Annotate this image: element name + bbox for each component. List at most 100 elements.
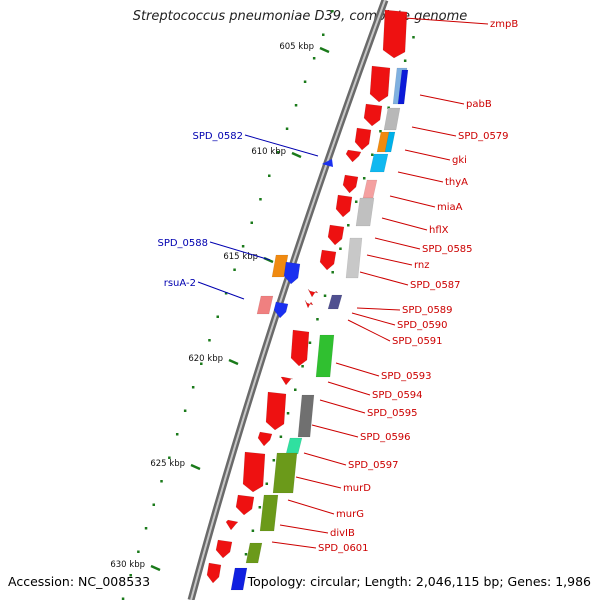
reverse-gene-arrow[interactable] xyxy=(283,261,301,285)
gene-leader-line xyxy=(197,281,245,300)
forward-gene-arrow[interactable] xyxy=(342,174,359,194)
gene-label[interactable]: murD xyxy=(343,483,371,494)
gene-label[interactable]: SPD_0589 xyxy=(402,305,453,316)
forward-gene-arrow[interactable] xyxy=(265,391,287,431)
minor-tick xyxy=(303,80,307,83)
forward-gene-arrow[interactable] xyxy=(215,539,233,559)
gene-label[interactable]: SPD_0587 xyxy=(410,280,461,291)
gene-label[interactable]: SPD_0585 xyxy=(422,244,473,255)
major-tick xyxy=(319,46,330,54)
forward-gene-arrow[interactable] xyxy=(206,562,222,584)
gene-label[interactable]: pabB xyxy=(466,99,492,110)
forward-gene-arrow[interactable] xyxy=(225,519,239,531)
cog-category-box[interactable] xyxy=(315,334,335,378)
cog-category-box[interactable] xyxy=(355,197,375,227)
gene-label[interactable]: SPD_0596 xyxy=(360,432,411,443)
cog-category-box[interactable] xyxy=(327,294,343,310)
forward-gene-arrow[interactable] xyxy=(290,329,310,367)
cog-category-box[interactable] xyxy=(285,437,303,455)
gene-label[interactable]: SPD_0595 xyxy=(367,408,418,419)
gene-label[interactable]: SPD_0597 xyxy=(348,460,399,471)
cog-category-box[interactable] xyxy=(345,237,363,279)
minor-tick xyxy=(286,412,290,415)
forward-gene-arrow[interactable] xyxy=(335,194,353,218)
gene-leader-line xyxy=(389,195,436,208)
cog-category-box[interactable] xyxy=(384,131,396,153)
forward-gene-arrow[interactable] xyxy=(304,299,314,309)
minor-tick xyxy=(371,153,374,156)
tick-label: 610 kbp xyxy=(251,147,286,157)
gene-leader-line xyxy=(374,237,421,250)
cog-category-box[interactable] xyxy=(362,179,378,199)
forward-gene-arrow[interactable] xyxy=(354,127,372,151)
minor-tick xyxy=(279,435,283,438)
cog-category-box[interactable] xyxy=(259,494,279,532)
gene-label[interactable]: divIB xyxy=(330,528,355,539)
gene-label[interactable]: SPD_0588 xyxy=(157,238,208,249)
cog-category-box[interactable] xyxy=(397,69,409,105)
gene-label[interactable]: miaA xyxy=(437,202,463,213)
reverse-gene-arrow[interactable] xyxy=(322,159,333,167)
cog-category-box[interactable] xyxy=(297,394,315,438)
minor-tick xyxy=(152,503,156,506)
minor-tick xyxy=(200,362,203,365)
gene-leader-line xyxy=(404,149,451,161)
minor-tick xyxy=(265,482,269,485)
forward-gene-arrow[interactable] xyxy=(369,65,391,103)
cog-category-box[interactable] xyxy=(383,107,401,131)
forward-gene-arrow[interactable] xyxy=(235,494,255,516)
minor-tick xyxy=(160,480,163,483)
minor-tick xyxy=(224,292,228,295)
gene-leader-line xyxy=(335,362,380,377)
minor-tick xyxy=(272,459,276,462)
forward-gene-arrow[interactable] xyxy=(257,431,273,447)
forward-gene-arrow[interactable] xyxy=(327,224,345,246)
gene-label[interactable]: thyA xyxy=(445,177,468,188)
forward-gene-arrow[interactable] xyxy=(345,149,362,163)
forward-gene-arrow[interactable] xyxy=(319,249,337,271)
minor-tick xyxy=(379,130,382,133)
cog-category-box[interactable] xyxy=(369,153,389,173)
gene-label[interactable]: gki xyxy=(452,155,467,166)
reverse-gene-box[interactable] xyxy=(271,254,289,278)
gene-label[interactable]: hflX xyxy=(429,225,449,236)
genome-summary-text: Topology: circular; Length: 2,046,115 bp… xyxy=(247,574,591,589)
forward-gene-arrow[interactable] xyxy=(307,288,319,298)
minor-tick xyxy=(129,574,132,577)
major-tick xyxy=(190,463,201,471)
cog-category-box[interactable] xyxy=(245,542,263,564)
minor-tick xyxy=(316,318,319,321)
minor-tick xyxy=(362,177,366,180)
forward-gene-arrow[interactable] xyxy=(382,9,408,59)
major-tick xyxy=(150,564,161,572)
gene-label[interactable]: murG xyxy=(336,509,364,520)
gene-leader-line xyxy=(303,452,347,466)
gene-leader-line xyxy=(356,307,401,311)
gene-label[interactable]: SPD_0582 xyxy=(192,131,243,142)
cog-category-box[interactable] xyxy=(272,452,298,494)
minor-tick xyxy=(183,409,187,412)
gene-label[interactable]: rnz xyxy=(414,260,430,271)
minor-tick xyxy=(339,247,342,250)
reverse-gene-arrow[interactable] xyxy=(273,301,289,319)
forward-gene-arrow[interactable] xyxy=(363,103,383,127)
reverse-gene-box[interactable] xyxy=(256,295,274,315)
minor-tick xyxy=(403,59,407,62)
minor-tick xyxy=(258,506,262,509)
minor-tick xyxy=(308,341,312,344)
gene-label[interactable]: SPD_0601 xyxy=(318,543,369,554)
cog-category-box[interactable] xyxy=(230,567,248,591)
gene-label[interactable]: SPD_0591 xyxy=(392,336,443,347)
gene-label[interactable]: SPD_0579 xyxy=(458,131,509,142)
forward-gene-arrow[interactable] xyxy=(280,376,294,386)
minor-tick xyxy=(331,271,334,274)
minor-tick xyxy=(233,268,236,271)
forward-gene-arrow[interactable] xyxy=(242,451,266,493)
gene-label[interactable]: SPD_0594 xyxy=(372,390,423,401)
gene-label[interactable]: rsuA-2 xyxy=(164,278,196,289)
minor-tick xyxy=(121,597,125,600)
gene-label[interactable]: zmpB xyxy=(490,19,518,30)
gene-label[interactable]: SPD_0593 xyxy=(381,371,432,382)
gene-label[interactable]: SPD_0590 xyxy=(397,320,448,331)
